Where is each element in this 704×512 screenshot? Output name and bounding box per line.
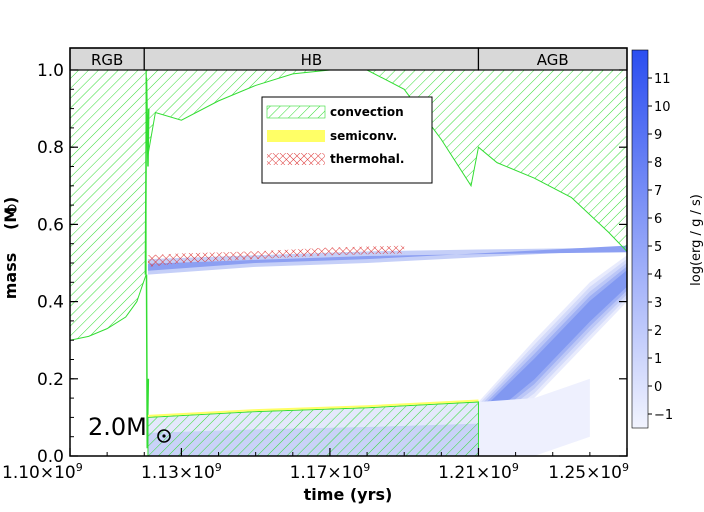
legend-convection-label: convection	[330, 105, 404, 119]
x-axis-label: time (yrs)	[304, 485, 393, 504]
y-tick-label: 0.4	[37, 293, 64, 313]
phase-hb-label: HB	[301, 51, 323, 69]
colorbar-tick-label: 2	[654, 324, 662, 339]
colorbar-tick-label: 0	[654, 380, 662, 395]
phase-agb-label: AGB	[537, 51, 569, 69]
x-tick-label: 1.13×109	[141, 461, 222, 483]
helium-flash-spike	[144, 77, 150, 275]
rgb-convective-envelope	[70, 69, 147, 341]
phase-bar: RGB HB AGB	[69, 47, 628, 71]
convective-core	[147, 401, 479, 456]
y-axis-sun-dot-icon	[11, 208, 13, 210]
colorbar-label: log(erg / g / s)	[689, 194, 704, 286]
colorbar-tick-label: 7	[654, 184, 662, 199]
semiconvection-edge	[147, 399, 479, 417]
colorbar-tick-label: −1	[654, 408, 673, 423]
agb-core-region	[478, 378, 590, 456]
colorbar-gradient	[631, 49, 649, 429]
mass-annotation: 2.0M	[88, 413, 171, 443]
colorbar-tick-label: 8	[654, 156, 662, 171]
plot-frame	[69, 47, 628, 457]
x-tick-label: 1.25×109	[548, 461, 629, 483]
mass-annotation-text: 2.0M	[88, 413, 147, 441]
hydrogen-shell-core	[147, 245, 627, 271]
legend: convection semiconv. thermohal.	[261, 96, 433, 184]
x-tick-label: 1.17×109	[290, 461, 371, 483]
colorbar-tick-label: 1	[654, 352, 662, 367]
helium-flash-core-spike	[145, 274, 150, 449]
sun-symbol-icon	[157, 429, 171, 443]
y-axis-label-text: mass	[1, 253, 20, 300]
colorbar-tick-label: 6	[654, 212, 662, 227]
colorbar-tick-label: 5	[654, 240, 662, 255]
sun-symbol-dot-icon	[162, 434, 166, 438]
y-tick-label: 0.8	[37, 138, 64, 158]
y-tick-label: 0.2	[37, 370, 64, 390]
x-tick-label: 1.10×109	[2, 461, 83, 483]
y-tick-label: 0.6	[37, 215, 64, 235]
y-tick-label: 1.0	[37, 61, 64, 81]
colorbar-tick-label: 4	[654, 268, 662, 283]
colorbar-tick-label: 9	[654, 128, 662, 143]
phase-rgb-label: RGB	[91, 51, 123, 69]
legend-thermohaline-swatch	[267, 153, 325, 165]
y-axis-label-unit: (M	[1, 207, 20, 230]
y-tick-label: 0.0	[37, 447, 64, 467]
regions-layer	[70, 69, 627, 456]
colorbar-tick-label: 11	[654, 72, 671, 87]
x-tick-label: 1.21×109	[438, 461, 519, 483]
y-axis-label-close: )	[1, 197, 20, 204]
y-axis-label: mass (M )	[1, 197, 20, 300]
x-axis: 1.10×109 1.13×109 1.17×109 1.21×109 1.25×109	[2, 448, 629, 483]
legend-thermohaline-label: thermohal.	[330, 152, 404, 166]
legend-semiconvection-label: semiconv.	[330, 129, 397, 143]
thermohaline-region	[147, 245, 405, 267]
agb-burning-band-4	[478, 270, 627, 426]
colorbar-tick-label: 10	[654, 100, 671, 115]
hydrogen-shell-band	[147, 247, 627, 275]
colorbar-tick-label: 3	[654, 296, 662, 311]
legend-convection-swatch	[266, 105, 326, 119]
y-axis: 0.0 0.2 0.4 0.6 0.8 1.0	[37, 61, 627, 467]
y-axis-sun-icon	[7, 204, 17, 214]
legend-semiconvection-swatch	[267, 130, 325, 142]
